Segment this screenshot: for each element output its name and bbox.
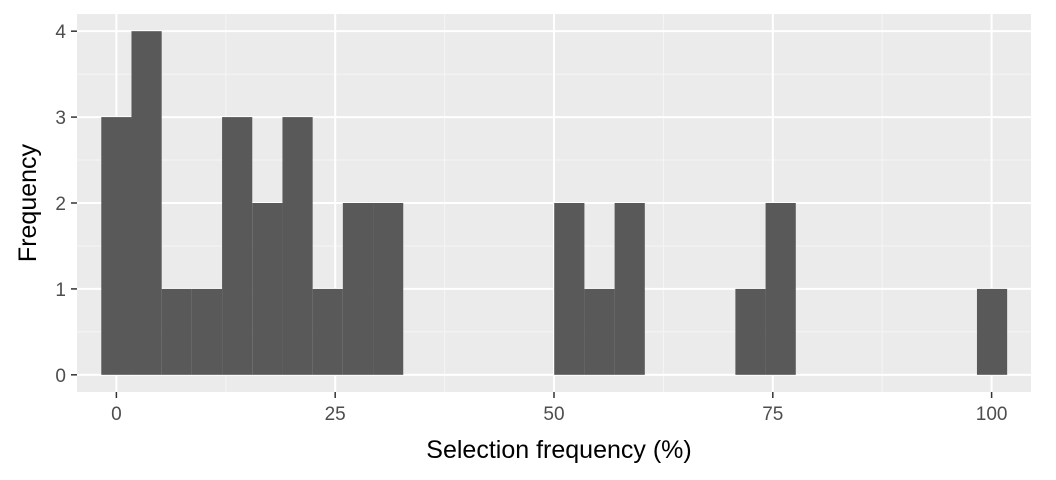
histogram-bar bbox=[614, 203, 645, 375]
y-axis-title: Frequency bbox=[14, 143, 42, 262]
y-axis: 0 1 2 3 4 bbox=[55, 22, 77, 387]
x-tick-label: 0 bbox=[111, 404, 122, 425]
histogram-bar bbox=[342, 203, 374, 375]
histogram-bar bbox=[101, 117, 132, 375]
histogram-bar bbox=[191, 288, 223, 375]
histogram-bar bbox=[252, 203, 283, 375]
histogram-bar bbox=[373, 203, 404, 375]
x-tick-label: 75 bbox=[762, 404, 783, 425]
histogram-bars bbox=[101, 31, 1008, 375]
histogram-bar bbox=[765, 203, 796, 375]
histogram-bar bbox=[222, 117, 253, 375]
histogram-bar bbox=[312, 288, 343, 375]
y-tick-label: 3 bbox=[55, 108, 66, 129]
y-tick-label: 2 bbox=[55, 194, 66, 215]
histogram-bar bbox=[584, 288, 615, 375]
x-tick-label: 100 bbox=[976, 404, 1008, 425]
y-tick-label: 4 bbox=[55, 22, 66, 43]
histogram-bar bbox=[131, 31, 162, 375]
y-tick-label: 1 bbox=[55, 280, 66, 301]
histogram-bar bbox=[161, 288, 192, 375]
histogram-bar bbox=[735, 288, 766, 375]
x-tick-label: 25 bbox=[325, 404, 346, 425]
histogram-bar bbox=[282, 117, 313, 375]
x-tick-label: 50 bbox=[543, 404, 564, 425]
histogram-bar bbox=[976, 288, 1008, 375]
x-axis: 0 25 50 75 100 bbox=[111, 392, 1007, 425]
y-tick-label: 0 bbox=[55, 366, 66, 387]
x-axis-title: Selection frequency (%) bbox=[426, 436, 691, 464]
histogram-bar bbox=[554, 203, 585, 375]
